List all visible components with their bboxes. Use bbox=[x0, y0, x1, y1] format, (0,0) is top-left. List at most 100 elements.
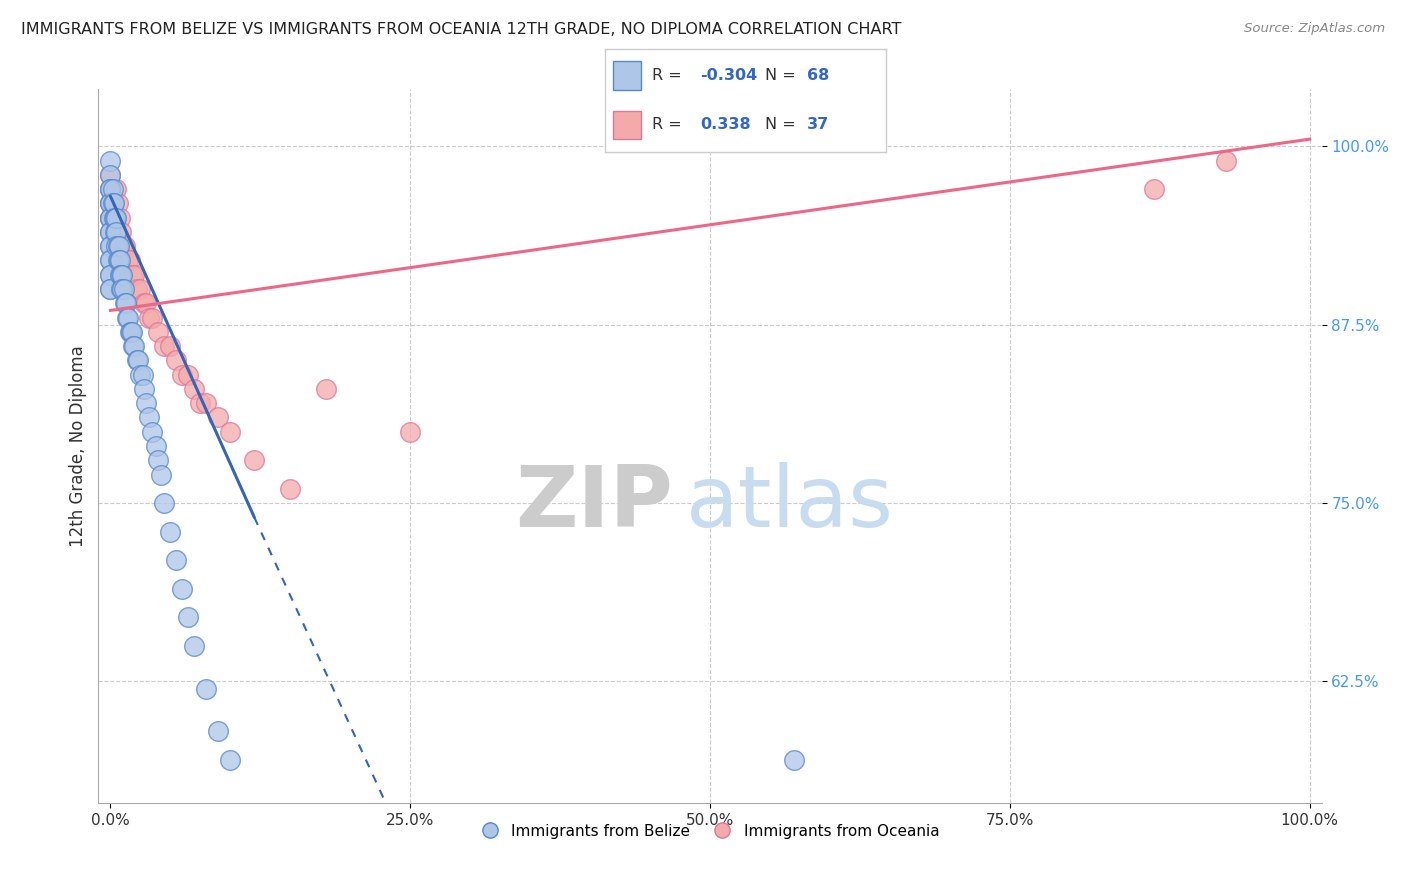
Point bbox=[177, 610, 200, 624]
Point bbox=[153, 339, 176, 353]
Point bbox=[100, 282, 122, 296]
Point bbox=[159, 339, 181, 353]
Point bbox=[118, 325, 141, 339]
Point bbox=[165, 353, 187, 368]
FancyBboxPatch shape bbox=[613, 111, 641, 139]
Point bbox=[105, 239, 128, 253]
Point bbox=[219, 753, 242, 767]
Point bbox=[100, 253, 122, 268]
Point bbox=[117, 253, 139, 268]
Text: R =: R = bbox=[652, 118, 692, 133]
Point bbox=[100, 211, 122, 225]
Point bbox=[104, 211, 127, 225]
Point bbox=[159, 524, 181, 539]
Point bbox=[138, 410, 160, 425]
Text: N =: N = bbox=[765, 68, 801, 83]
Point bbox=[108, 253, 129, 268]
Point bbox=[107, 239, 129, 253]
Point bbox=[107, 196, 129, 211]
Point bbox=[112, 282, 135, 296]
Point bbox=[100, 153, 122, 168]
Point bbox=[100, 239, 122, 253]
Point bbox=[100, 182, 122, 196]
Point bbox=[207, 410, 229, 425]
Point bbox=[183, 639, 205, 653]
Point bbox=[149, 467, 172, 482]
Point bbox=[100, 253, 122, 268]
Point bbox=[108, 253, 131, 268]
Point bbox=[129, 368, 152, 382]
Point bbox=[100, 225, 122, 239]
Point bbox=[1143, 182, 1166, 196]
Point bbox=[100, 168, 122, 182]
Point bbox=[100, 268, 122, 282]
Point bbox=[135, 396, 157, 410]
Point bbox=[108, 211, 131, 225]
Point bbox=[100, 225, 122, 239]
Point bbox=[100, 268, 122, 282]
Point bbox=[132, 382, 155, 396]
Point bbox=[108, 239, 129, 253]
Text: N =: N = bbox=[765, 118, 801, 133]
Point bbox=[100, 196, 122, 211]
Point bbox=[103, 196, 125, 211]
Point bbox=[100, 196, 122, 211]
Point bbox=[129, 282, 152, 296]
Point bbox=[188, 396, 211, 410]
Point bbox=[132, 368, 155, 382]
Point bbox=[141, 425, 163, 439]
Point bbox=[105, 225, 128, 239]
Point bbox=[100, 239, 122, 253]
Point bbox=[100, 211, 122, 225]
Text: -0.304: -0.304 bbox=[700, 68, 758, 83]
Legend: Immigrants from Belize, Immigrants from Oceania: Immigrants from Belize, Immigrants from … bbox=[475, 817, 945, 845]
Point bbox=[183, 382, 205, 396]
Point bbox=[219, 425, 242, 439]
Point bbox=[165, 553, 187, 567]
Point bbox=[125, 353, 148, 368]
Point bbox=[100, 211, 122, 225]
Point bbox=[103, 211, 125, 225]
Point bbox=[278, 482, 301, 496]
Point bbox=[195, 681, 218, 696]
Text: IMMIGRANTS FROM BELIZE VS IMMIGRANTS FROM OCEANIA 12TH GRADE, NO DIPLOMA CORRELA: IMMIGRANTS FROM BELIZE VS IMMIGRANTS FRO… bbox=[21, 22, 901, 37]
Point bbox=[100, 182, 122, 196]
Point bbox=[111, 268, 134, 282]
Point bbox=[125, 282, 148, 296]
Point bbox=[399, 425, 422, 439]
Text: R =: R = bbox=[652, 68, 688, 83]
Point bbox=[120, 325, 142, 339]
Point bbox=[100, 282, 122, 296]
Point bbox=[101, 182, 124, 196]
Point bbox=[101, 196, 124, 211]
Text: ZIP: ZIP bbox=[516, 461, 673, 545]
Text: atlas: atlas bbox=[686, 461, 894, 545]
Point bbox=[124, 268, 146, 282]
Point bbox=[172, 582, 194, 596]
Point bbox=[117, 310, 139, 325]
Point bbox=[153, 496, 176, 510]
Point bbox=[141, 310, 163, 325]
Point bbox=[105, 211, 128, 225]
Point bbox=[315, 382, 337, 396]
Point bbox=[177, 368, 200, 382]
Point bbox=[110, 282, 132, 296]
Point bbox=[243, 453, 266, 467]
Point bbox=[172, 368, 194, 382]
Point bbox=[115, 310, 138, 325]
Point bbox=[135, 296, 157, 310]
Point bbox=[122, 339, 145, 353]
Text: 37: 37 bbox=[807, 118, 830, 133]
Point bbox=[100, 168, 122, 182]
Point bbox=[127, 353, 149, 368]
Text: 68: 68 bbox=[807, 68, 830, 83]
Point bbox=[105, 182, 128, 196]
Point bbox=[121, 325, 143, 339]
Point bbox=[114, 296, 136, 310]
Point bbox=[115, 296, 138, 310]
Point bbox=[195, 396, 218, 410]
Point bbox=[148, 453, 170, 467]
Point bbox=[145, 439, 167, 453]
Point bbox=[107, 253, 129, 268]
Point bbox=[110, 268, 132, 282]
